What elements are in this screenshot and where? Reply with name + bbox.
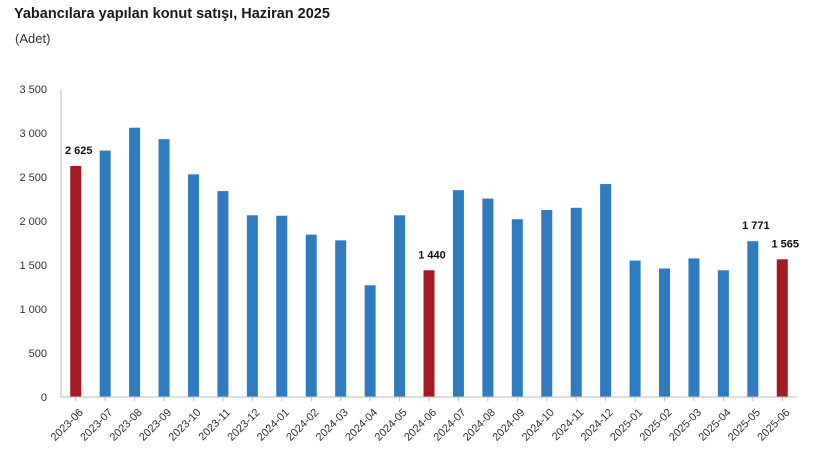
x-tick-label: 2024-10 bbox=[520, 407, 557, 444]
bar-2024-12 bbox=[600, 184, 612, 397]
bar-2025-05 bbox=[747, 241, 759, 397]
bar-2024-05 bbox=[394, 215, 406, 397]
y-axis: 0 500 1 000 1 500 2 000 2 500 3 000 3 500 bbox=[19, 84, 62, 404]
bar-2023-12 bbox=[246, 215, 258, 397]
bar-2024-10 bbox=[541, 210, 553, 397]
bar-2024-03 bbox=[335, 240, 347, 397]
y-tick-label: 2 000 bbox=[19, 216, 47, 228]
y-tick-label: 1 000 bbox=[19, 304, 47, 316]
data-label-2023-06: 2 625 bbox=[65, 145, 93, 157]
bar-2024-11 bbox=[570, 207, 582, 397]
bar-2024-08 bbox=[482, 198, 494, 397]
y-tick-label: 500 bbox=[29, 348, 47, 360]
bar-2025-04 bbox=[717, 270, 729, 397]
bar-2024-07 bbox=[452, 190, 464, 397]
bar-2024-02 bbox=[305, 234, 317, 397]
data-label-2025-05: 1 771 bbox=[742, 220, 770, 232]
bars bbox=[70, 127, 788, 397]
bar-2023-07 bbox=[99, 150, 111, 397]
data-label-2025-06: 1 565 bbox=[772, 238, 800, 250]
bar-2025-01 bbox=[629, 260, 641, 397]
bar-2024-04 bbox=[364, 285, 376, 397]
y-tick-label: 0 bbox=[41, 392, 47, 404]
x-axis: 2023-062023-072023-082023-092023-102023-… bbox=[49, 396, 797, 444]
bar-2025-06 bbox=[776, 259, 788, 397]
bar-2023-08 bbox=[129, 127, 141, 397]
bar-2023-10 bbox=[187, 174, 199, 397]
y-tick-label: 3 500 bbox=[19, 84, 47, 96]
data-label-2024-06: 1 440 bbox=[418, 249, 446, 261]
bar-2025-02 bbox=[659, 268, 671, 397]
bar-2023-06 bbox=[70, 166, 82, 397]
bar-2025-03 bbox=[688, 258, 700, 397]
y-tick-label: 1 500 bbox=[19, 260, 47, 272]
bar-2023-09 bbox=[158, 139, 170, 397]
chart-unit-subtitle: (Adet) bbox=[15, 31, 51, 46]
bar-2024-01 bbox=[276, 215, 288, 397]
y-tick-label: 3 000 bbox=[19, 128, 47, 140]
x-tick-label: 2025-06 bbox=[755, 407, 792, 444]
x-tick-label: 2023-10 bbox=[167, 407, 204, 444]
bar-2024-06 bbox=[423, 270, 435, 397]
chart-title: Yabancılara yapılan konut satışı, Hazira… bbox=[14, 6, 330, 22]
bar-2023-11 bbox=[217, 191, 229, 397]
bar-2024-09 bbox=[511, 219, 523, 397]
y-tick-label: 2 500 bbox=[19, 172, 47, 184]
